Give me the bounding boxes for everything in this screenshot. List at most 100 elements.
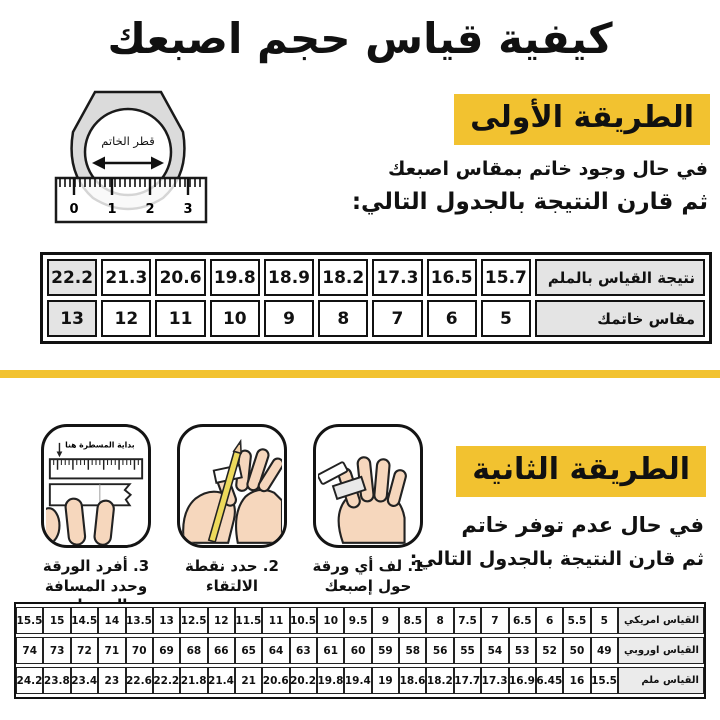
table-cell: 18.6 <box>399 667 427 694</box>
table-cell: 21.8 <box>180 667 208 694</box>
table-row-mm-size: القياس ملم 15.51616.4516.917.317.718.218… <box>16 667 704 694</box>
table-cell: 70 <box>125 637 153 664</box>
table-cell: 17.3 <box>372 259 423 296</box>
measure-with-ruler-icon: بداية المسطرة هنا <box>46 441 144 545</box>
method1-compare-text: ثم قارن النتيجة بالجدول التالي: <box>351 189 708 215</box>
table-row-ring-size: مقاس خاتمك 5 6 7 8 9 10 11 12 13 <box>47 300 705 337</box>
step-2-caption: 2. حدد نقطة الالتقاء <box>185 557 279 595</box>
table-cell: 9.5 <box>344 607 372 634</box>
method1-condition-text: في حال وجود خاتم بمقاس اصبعك <box>387 158 708 180</box>
table-cell: 7 <box>481 607 509 634</box>
table-cell: 13.5 <box>125 607 153 634</box>
ruler-number-2: 2 <box>145 202 154 217</box>
table-cell: 23 <box>98 667 126 694</box>
table-cell: 8 <box>426 607 454 634</box>
table-cell: 19 <box>371 667 400 694</box>
method2-steps: 1. لف أي ورقة حول إصبعك 2. حدد نقطة الال… <box>28 424 436 616</box>
page-title: كيفية قياس حجم اصبعك <box>107 14 613 63</box>
table-cell: 8 <box>318 300 369 337</box>
table-cell: 14 <box>98 607 126 634</box>
table-cell: 54 <box>481 637 509 664</box>
table-cell: 13 <box>47 300 98 337</box>
table-cell: 55 <box>453 637 482 664</box>
table-cell: 69 <box>152 637 181 664</box>
table-cell: 5.5 <box>563 607 591 634</box>
table-cell: 16 <box>563 667 591 694</box>
table-cell: 65 <box>234 637 263 664</box>
row-label: مقاس خاتمك <box>535 300 705 337</box>
finger-wrapped-paper-icon <box>318 456 407 544</box>
table-cell: 59 <box>371 637 400 664</box>
table-cell: 73 <box>43 637 71 664</box>
table-cell: 13 <box>152 607 181 634</box>
ring-diameter-label: قطر الخاتم <box>101 134 154 149</box>
table-cell: 18.9 <box>263 259 315 296</box>
row-label: نتيجة القياس بالملم <box>535 259 705 296</box>
table-row-measurement-mm: نتيجة القياس بالملم 15.7 16.5 17.3 18.2 18.9… <box>47 259 705 296</box>
table-cell: 19.4 <box>344 667 372 694</box>
table-cell: 15.7 <box>480 259 531 296</box>
row-label: القياس امريكي <box>618 607 704 634</box>
table-cell: 16.45 <box>535 667 564 694</box>
section-divider <box>0 370 720 378</box>
table-cell: 9 <box>371 607 400 634</box>
table-cell: 6.5 <box>508 607 536 634</box>
table-cell: 12 <box>207 607 235 634</box>
table-cell: 17.3 <box>481 667 509 694</box>
ruler-number-3: 3 <box>183 202 192 217</box>
table-cell: 22.2 <box>47 259 98 296</box>
table-cell: 20.6 <box>262 667 290 694</box>
table-cell: 11 <box>262 607 290 634</box>
ring-diameter-diagram: قطر الخاتم 0 1 2 3 <box>48 86 238 226</box>
table-cell: 12.5 <box>180 607 208 634</box>
method2-compare-text: ثم قارن النتيجة بالجدول التالي: <box>409 548 704 570</box>
table-cell: 71 <box>98 637 126 664</box>
table-cell: 21 <box>234 667 263 694</box>
table-cell: 7 <box>372 300 423 337</box>
table-cell: 5 <box>590 607 618 634</box>
table-cell: 11 <box>155 300 206 337</box>
table-cell: 15 <box>43 607 71 634</box>
row-label: القياس ملم <box>618 667 704 694</box>
ring-on-ruler-illustration: قطر الخاتم 0 1 2 3 <box>54 90 208 224</box>
method2-heading: الطريقة الثانية <box>456 446 706 497</box>
table-cell: 6 <box>535 607 564 634</box>
table-cell: 18.2 <box>426 667 454 694</box>
table-cell: 68 <box>180 637 208 664</box>
table-cell: 21.3 <box>101 259 152 296</box>
table-cell: 50 <box>563 637 591 664</box>
table-cell: 20.2 <box>289 667 318 694</box>
table-cell: 11.5 <box>234 607 263 634</box>
ruler-number-1: 1 <box>107 202 116 217</box>
table-cell: 20.6 <box>155 259 206 296</box>
table-cell: 72 <box>70 637 99 664</box>
table-cell: 8.5 <box>399 607 427 634</box>
table-cell: 24.2 <box>16 667 44 694</box>
table-cell: 9 <box>263 300 315 337</box>
size-conversion-table: القياس امريكي 5 5.5 6 6.5 7 7.5 8 8.5 9 9.5 10 10.5… <box>14 602 706 699</box>
table-cell: 53 <box>508 637 536 664</box>
table-cell: 21.4 <box>207 667 235 694</box>
table-cell: 15.5 <box>16 607 44 634</box>
ring-size-table: نتيجة القياس بالملم 15.7 16.5 17.3 18.2 18.9… <box>40 252 712 344</box>
step-1: 1. لف أي ورقة حول إصبعك <box>300 424 436 616</box>
table-cell: 6 <box>426 300 477 337</box>
table-cell: 15.5 <box>590 667 618 694</box>
table-row-eu-size: القياس اوروبي 49 50 52 53 54 55 56 58 59 60 61 63 64… <box>16 637 704 664</box>
step-3: بداية المسطرة هنا 3. أفرد الورقة وحدد ال… <box>28 424 164 616</box>
table-cell: 66 <box>207 637 235 664</box>
step-2: 2. حدد نقطة الالتقاء <box>164 424 300 616</box>
table-cell: 17.7 <box>453 667 482 694</box>
ruler: 0 1 2 3 <box>54 176 208 224</box>
table-cell: 64 <box>262 637 290 664</box>
table-cell: 23.8 <box>43 667 71 694</box>
mark-meeting-point-icon <box>182 438 282 544</box>
table-cell: 22.2 <box>152 667 181 694</box>
table-cell: 14.5 <box>70 607 99 634</box>
table-cell: 19.8 <box>317 667 345 694</box>
table-cell: 19.8 <box>209 259 260 296</box>
step-1-illustration-box <box>313 424 423 548</box>
table-cell: 56 <box>426 637 454 664</box>
table-cell: 5 <box>480 300 531 337</box>
step-1-caption: 1. لف أي ورقة حول إصبعك <box>312 557 424 595</box>
